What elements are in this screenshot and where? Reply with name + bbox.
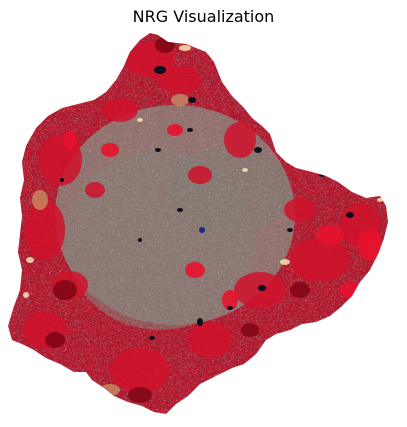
- water-bodies: [60, 66, 354, 340]
- figure-title: NRG Visualization: [132, 7, 275, 26]
- blue-water-spot: [199, 227, 205, 233]
